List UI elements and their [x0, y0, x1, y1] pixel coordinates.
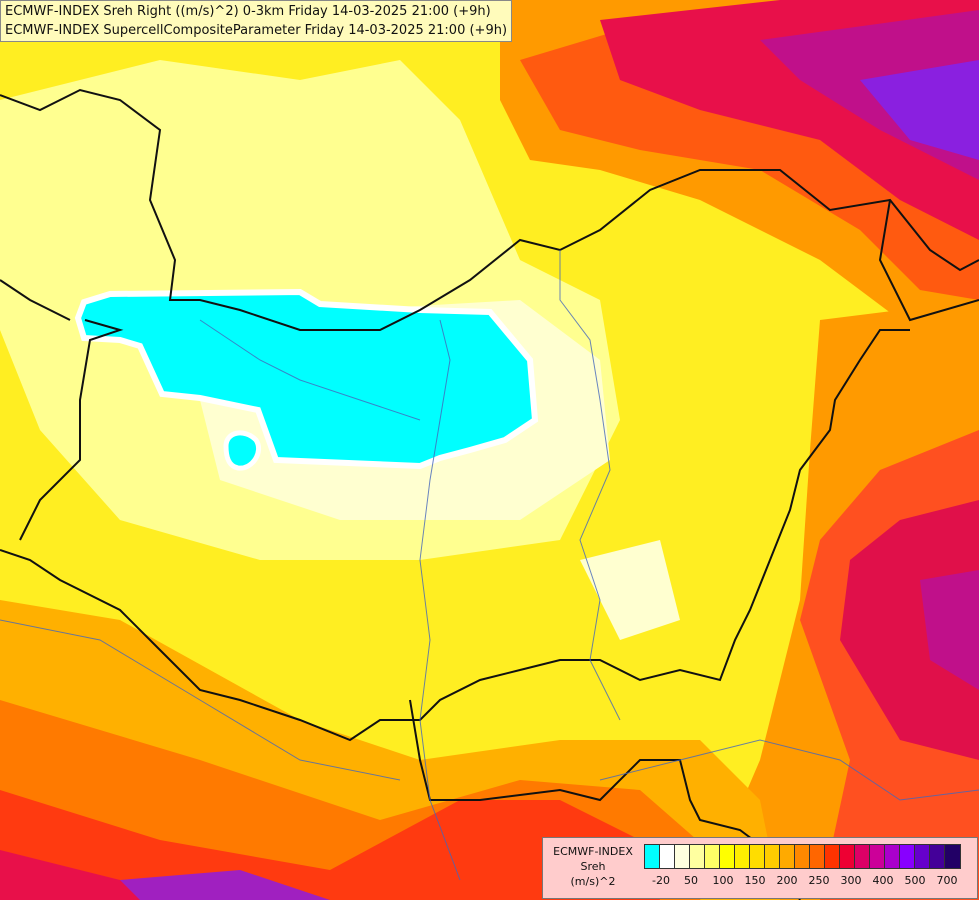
legend-swatch: [690, 845, 705, 868]
legend-swatch: [885, 845, 900, 868]
legend-swatch: [810, 845, 825, 868]
legend-swatch: [840, 845, 855, 868]
legend-tick-label: 500: [904, 874, 926, 887]
color-legend: ECMWF-INDEX Sreh (m/s)^2 -20 50 100 150 200 2…: [542, 837, 978, 899]
title-line-scp: ECMWF-INDEX SupercellCompositeParameter …: [5, 23, 508, 38]
legend-swatch: [720, 845, 735, 868]
legend-swatch: [945, 845, 960, 868]
legend-swatch: [795, 845, 810, 868]
legend-tick-label: 300: [840, 874, 862, 887]
legend-swatch: [645, 845, 660, 868]
legend-swatch: [915, 845, 930, 868]
legend-tick-label: 200: [776, 874, 798, 887]
legend-swatch: [735, 845, 750, 868]
legend-swatch: [660, 845, 675, 868]
legend-swatch: [930, 845, 945, 868]
legend-ticks: -20 50 100 150 200 250 300 400 500 700: [644, 874, 974, 890]
legend-tick-label: 250: [808, 874, 830, 887]
legend-tick-label: 50: [684, 874, 698, 887]
legend-swatch: [675, 845, 690, 868]
legend-tick-label: 400: [872, 874, 894, 887]
legend-swatch: [855, 845, 870, 868]
map-title-box: ECMWF-INDEX Sreh Right ((m/s)^2) 0-3km F…: [0, 0, 512, 42]
title-line-sreh: ECMWF-INDEX Sreh Right ((m/s)^2) 0-3km F…: [5, 4, 491, 19]
legend-tick-label: -20: [652, 874, 670, 887]
legend-swatch: [780, 845, 795, 868]
legend-tick-label: 100: [712, 874, 734, 887]
legend-swatch: [750, 845, 765, 868]
legend-swatch: [765, 845, 780, 868]
legend-model: ECMWF-INDEX: [553, 845, 633, 858]
legend-variable: Sreh: [580, 860, 606, 873]
legend-swatch: [825, 845, 840, 868]
legend-tick-label: 700: [936, 874, 958, 887]
legend-unit: (m/s)^2: [570, 875, 616, 888]
legend-swatches: [644, 844, 961, 869]
legend-swatch: [900, 845, 915, 868]
legend-swatch: [870, 845, 885, 868]
legend-label: ECMWF-INDEX Sreh (m/s)^2: [549, 844, 637, 889]
legend-tick-label: 150: [744, 874, 766, 887]
legend-swatch: [705, 845, 720, 868]
